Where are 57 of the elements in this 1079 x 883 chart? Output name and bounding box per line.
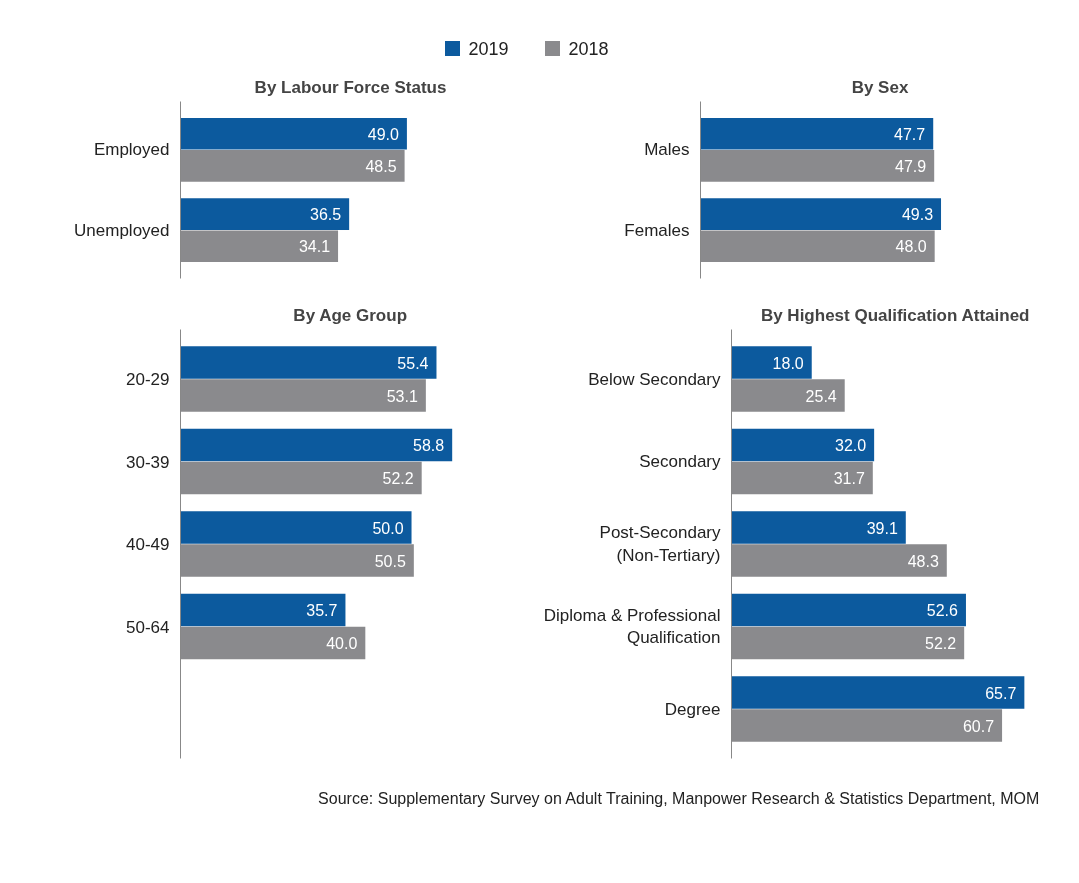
y-tick-label: Degree — [664, 699, 721, 719]
data-label: 31.7 — [833, 470, 865, 487]
chart-title: By Labour Force Status — [254, 77, 447, 97]
data-label: 52.2 — [925, 635, 957, 652]
data-label: 49.3 — [901, 206, 934, 224]
chart-title: By Sex — [851, 77, 909, 97]
chart-title: By Age Group — [293, 305, 408, 325]
bar — [180, 593, 346, 627]
legend-label: 2019 — [468, 39, 509, 59]
data-label: 58.8 — [413, 437, 445, 454]
data-label: 52.6 — [926, 602, 959, 619]
y-tick-label: 40-49 — [126, 535, 170, 554]
data-label: 40.0 — [326, 635, 358, 652]
data-label: 48.3 — [907, 552, 939, 570]
y-tick-label: Employed — [93, 140, 170, 160]
bar — [731, 511, 906, 544]
y-tick-label: Unemployed — [74, 220, 170, 240]
y-tick-label: Males — [644, 140, 690, 160]
legend-label: 2018 — [568, 39, 609, 59]
y-tick-label: Diploma & Professional Qualification — [543, 605, 721, 648]
y-tick-label: Females — [624, 220, 690, 240]
data-label: 65.7 — [985, 684, 1017, 702]
y-tick-label: Post-Secondary (Non-Tertiary) — [599, 523, 721, 565]
bar — [731, 676, 1025, 709]
data-label: 47.7 — [894, 125, 926, 143]
data-label: 34.1 — [298, 238, 331, 256]
bar — [180, 198, 350, 230]
data-label: 35.7 — [306, 602, 338, 619]
source-note: Source: Supplementary Survey on Adult Training, Manpower Research & Statistics Department, MOM — [318, 790, 1040, 807]
data-label: 18.0 — [772, 354, 804, 372]
data-label: 48.5 — [365, 157, 397, 175]
data-label: 47.9 — [895, 157, 927, 175]
data-label: 55.4 — [397, 354, 429, 372]
data-label: 49.0 — [367, 125, 400, 143]
data-label: 48.0 — [895, 238, 927, 256]
bar — [731, 428, 875, 462]
y-tick-label: 30-39 — [126, 452, 170, 472]
y-tick-label: Below Secondary — [588, 369, 721, 389]
data-label: 50.0 — [372, 519, 404, 537]
y-tick-label: 50-64 — [126, 617, 170, 637]
data-label: 53.1 — [386, 387, 418, 405]
chart-title: By Highest Qualification Attained — [760, 305, 1030, 325]
bar — [180, 346, 437, 379]
data-label: 60.7 — [962, 717, 995, 735]
y-tick-label: Secondary — [639, 452, 721, 471]
bar — [180, 511, 412, 544]
data-label: 25.4 — [805, 387, 837, 405]
y-tick-label: 20-29 — [126, 370, 170, 389]
data-label: 52.2 — [382, 470, 414, 487]
bar — [180, 117, 407, 150]
data-label: 50.5 — [374, 552, 406, 570]
data-label: 39.1 — [866, 519, 898, 537]
bar — [731, 346, 812, 379]
data-label: 36.5 — [310, 206, 342, 224]
bar — [731, 593, 966, 627]
bar — [180, 428, 453, 462]
data-label: 32.0 — [835, 437, 867, 454]
